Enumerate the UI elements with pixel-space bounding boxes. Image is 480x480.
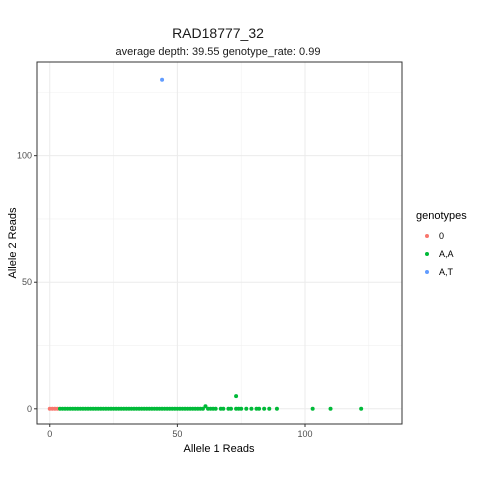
x-tick-label: 50 xyxy=(172,429,182,439)
y-tick-label: 100 xyxy=(17,151,32,161)
legend-key xyxy=(425,270,429,274)
data-point xyxy=(213,406,218,411)
data-point xyxy=(310,406,315,411)
gridlines xyxy=(37,62,402,424)
x-tick-label: 0 xyxy=(47,429,52,439)
data-point xyxy=(262,406,267,411)
chart-subtitle: average depth: 39.55 genotype_rate: 0.99 xyxy=(116,46,321,58)
data-point xyxy=(244,406,249,411)
data-point xyxy=(228,406,233,411)
plot-panel xyxy=(37,62,402,424)
x-axis-title: Allele 1 Reads xyxy=(184,443,255,455)
legend-label: A,A xyxy=(439,249,454,259)
data-point xyxy=(359,406,364,411)
legend: genotypes 0 A,A A,T xyxy=(416,210,467,277)
data-point xyxy=(328,406,333,411)
data-point xyxy=(160,77,165,82)
series-a-a xyxy=(57,394,364,411)
y-axis-title: Allele 2 Reads xyxy=(7,207,19,278)
data-point xyxy=(239,406,244,411)
series-0 xyxy=(47,406,60,411)
y-tick-label: 0 xyxy=(27,404,32,414)
y-tick-label: 50 xyxy=(22,277,32,287)
legend-title: genotypes xyxy=(416,210,467,222)
data-point xyxy=(234,394,239,399)
data-point xyxy=(257,406,262,411)
data-point xyxy=(267,406,272,411)
data-point xyxy=(221,406,226,411)
data-point xyxy=(203,404,208,409)
data-point xyxy=(200,406,205,411)
chart-title: RAD18777_32 xyxy=(172,25,264,41)
legend-label: A,T xyxy=(439,267,454,277)
x-tick-label: 100 xyxy=(297,429,312,439)
legend-key xyxy=(425,234,429,238)
data-point xyxy=(249,406,254,411)
data-point xyxy=(274,406,279,411)
legend-key xyxy=(425,252,429,256)
axis-ticks: 0 50 100 0 50 100 xyxy=(17,151,313,439)
plot-border xyxy=(36,61,403,425)
legend-label: 0 xyxy=(439,231,444,241)
data-points xyxy=(47,77,364,411)
series-a-t xyxy=(160,77,165,82)
